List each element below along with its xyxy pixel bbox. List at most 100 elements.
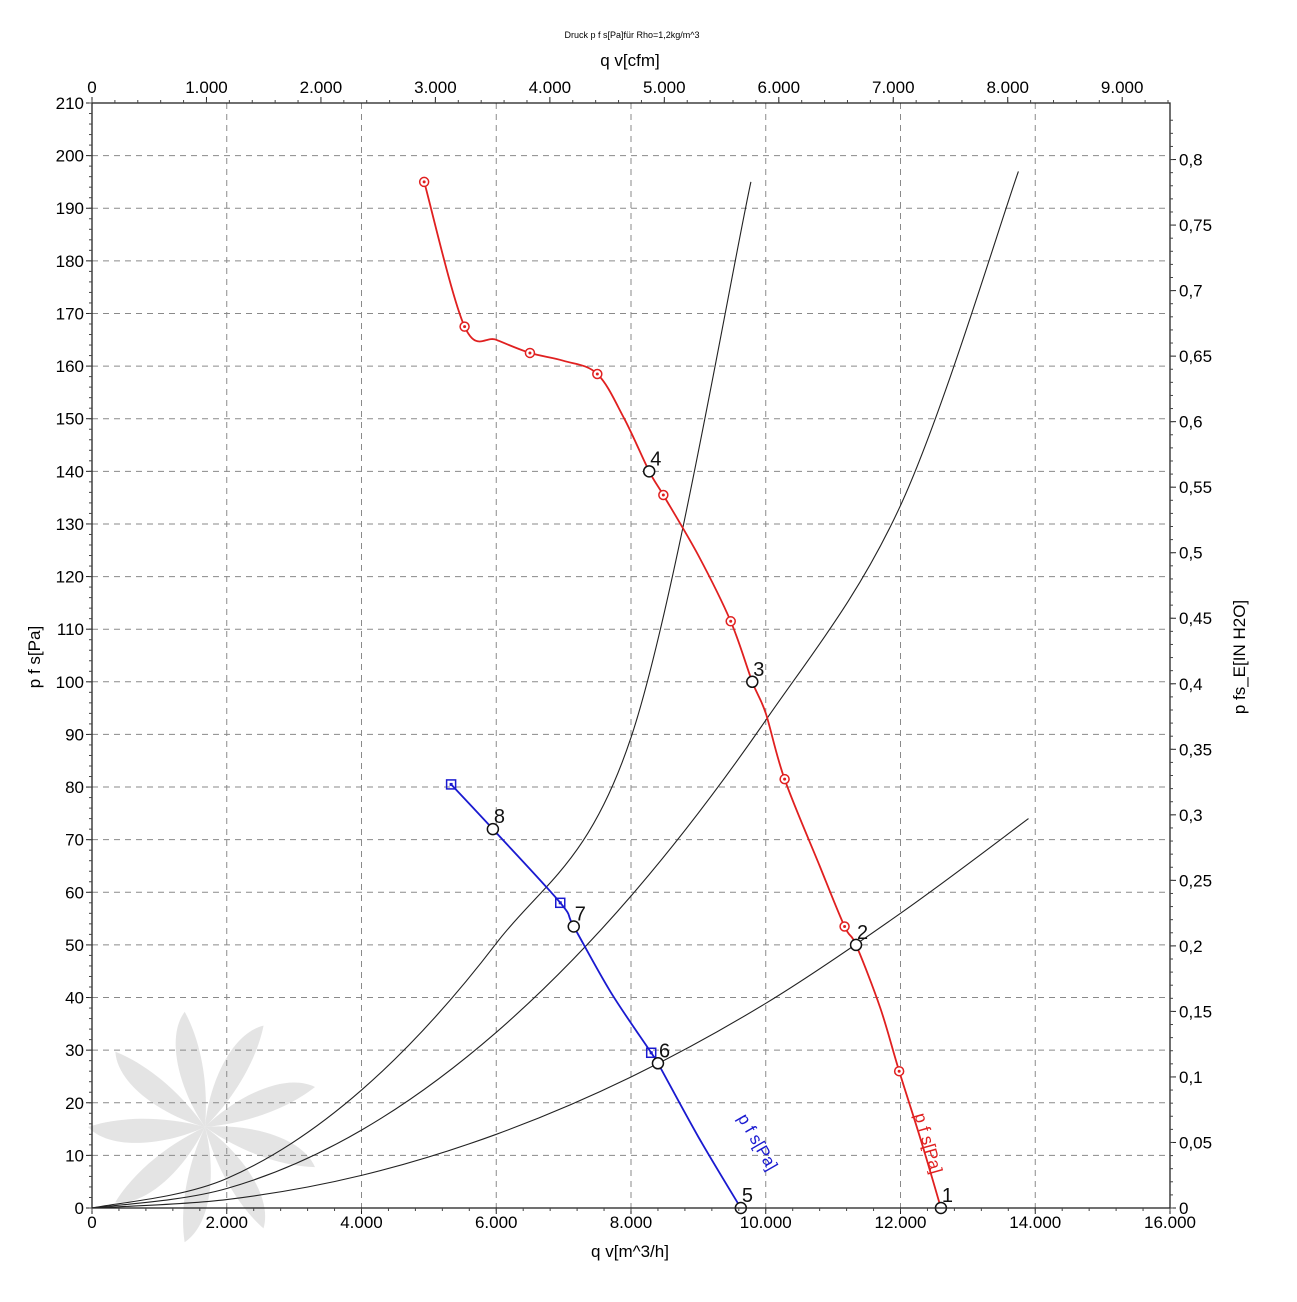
chart-title: Druck p f s[Pa]für Rho=1,2kg/m^3 bbox=[564, 30, 699, 40]
y-tick-label: 160 bbox=[56, 357, 84, 376]
operating-point-label: 6 bbox=[659, 1040, 670, 1062]
y2-tick-label: 0,3 bbox=[1179, 806, 1203, 825]
y2-tick-label: 0,1 bbox=[1179, 1068, 1203, 1087]
y-tick-label: 210 bbox=[56, 94, 84, 113]
y-tick-label: 190 bbox=[56, 199, 84, 218]
y-tick-label: 100 bbox=[56, 673, 84, 692]
x2-tick-label: 1.000 bbox=[185, 78, 228, 97]
watermark-fan-icon bbox=[87, 1011, 315, 1243]
operating-point-marker bbox=[486, 822, 500, 836]
x2-tick-label: 9.000 bbox=[1101, 78, 1144, 97]
x2-tick-label: 4.000 bbox=[529, 78, 572, 97]
fan-curves: p f s[Pa] p f s[Pa] bbox=[418, 176, 946, 1209]
y-tick-label: 90 bbox=[65, 725, 84, 744]
y-tick-label: 170 bbox=[56, 304, 84, 323]
x2-axis-title: q v[cfm] bbox=[600, 51, 660, 70]
x-tick-label: 8.000 bbox=[610, 1213, 653, 1232]
x-tick-label: 6.000 bbox=[475, 1213, 518, 1232]
x2-tick-label: 6.000 bbox=[758, 78, 801, 97]
series-marker-dot bbox=[595, 372, 599, 376]
y2-axis-title: p fs_E[IN H2O] bbox=[1230, 600, 1249, 714]
watermark-layer bbox=[87, 1011, 315, 1243]
y2-tick-label: 0 bbox=[1179, 1199, 1188, 1218]
series-line-1 bbox=[423, 181, 942, 1209]
operating-point-marker bbox=[849, 938, 863, 952]
series-marker-dot bbox=[422, 180, 426, 184]
x2-tick-label: 3.000 bbox=[414, 78, 457, 97]
operating-point-marker bbox=[746, 675, 759, 689]
y-tick-label: 110 bbox=[57, 620, 84, 639]
y-tick-label: 50 bbox=[65, 936, 84, 955]
system-curve-1 bbox=[91, 181, 752, 1209]
x2-tick-label: 5.000 bbox=[643, 78, 686, 97]
series-marker bbox=[555, 897, 566, 909]
series-marker-dot bbox=[449, 782, 453, 786]
y2-tick-label: 0,05 bbox=[1179, 1133, 1212, 1152]
series-label-red: p f s[Pa] bbox=[910, 1111, 945, 1176]
series-marker-dot bbox=[661, 493, 665, 497]
watermark-fan-blade bbox=[205, 1127, 266, 1229]
y2-tick-label: 0,4 bbox=[1179, 675, 1203, 694]
operating-point-label: 8 bbox=[494, 806, 505, 828]
x-tick-label: 12.000 bbox=[875, 1213, 927, 1232]
y2-tick-label: 0,45 bbox=[1179, 609, 1212, 628]
y2-tick-label: 0,65 bbox=[1179, 347, 1212, 366]
watermark-fan-blade bbox=[205, 1126, 315, 1168]
operating-point-marker bbox=[642, 465, 656, 478]
series-marker-dot bbox=[729, 619, 733, 623]
x2-tick-label: 2.000 bbox=[300, 78, 343, 97]
system-curve-3 bbox=[91, 818, 1029, 1209]
watermark-fan-blade bbox=[87, 1118, 205, 1143]
operating-point-label: 7 bbox=[575, 903, 586, 925]
x2-tick-label: 0 bbox=[87, 78, 96, 97]
operating-point-marker bbox=[651, 1057, 665, 1070]
y2-tick-label: 0,55 bbox=[1179, 478, 1212, 497]
x-tick-label: 2.000 bbox=[205, 1213, 248, 1232]
grid bbox=[92, 103, 1170, 1208]
series-marker-dot bbox=[897, 1069, 901, 1073]
series-marker-dot bbox=[463, 325, 467, 329]
y-tick-label: 120 bbox=[56, 568, 84, 587]
operating-point-label: 3 bbox=[753, 659, 764, 681]
x-tick-label: 14.000 bbox=[1009, 1213, 1061, 1232]
x-tick-label: 16.000 bbox=[1144, 1213, 1196, 1232]
y-tick-label: 30 bbox=[65, 1041, 84, 1060]
x-tick-label: 4.000 bbox=[340, 1213, 383, 1232]
system-curves bbox=[91, 171, 1029, 1209]
y-tick-label: 140 bbox=[56, 462, 84, 481]
watermark-fan-blade bbox=[115, 1051, 205, 1127]
y-tick-label: 70 bbox=[65, 831, 84, 850]
operating-point-label: 4 bbox=[650, 448, 661, 470]
y2-tick-label: 0,15 bbox=[1179, 1002, 1212, 1021]
series-marker-dot bbox=[528, 351, 532, 355]
y2-tick-label: 0,35 bbox=[1179, 740, 1212, 759]
y-tick-label: 10 bbox=[65, 1146, 84, 1165]
operating-points: 1 2 3 4 5 6 7 8 bbox=[486, 448, 953, 1215]
series-marker-dot bbox=[558, 901, 562, 905]
series-line-2 bbox=[450, 783, 742, 1209]
system-curve-2 bbox=[91, 171, 1019, 1209]
x-tick-label: 10.000 bbox=[740, 1213, 792, 1232]
series-marker-dot bbox=[843, 924, 847, 928]
series-marker-dot bbox=[649, 1051, 653, 1055]
operating-point-marker bbox=[567, 920, 580, 933]
x-tick-label: 0 bbox=[87, 1213, 96, 1232]
series-marker bbox=[445, 779, 457, 790]
operating-point-label: 5 bbox=[742, 1185, 753, 1207]
y2-tick-label: 0,7 bbox=[1179, 282, 1203, 301]
y-tick-label: 200 bbox=[56, 147, 84, 166]
watermark-fan-blade bbox=[175, 1011, 206, 1127]
y-tick-label: 180 bbox=[56, 252, 84, 271]
y2-tick-label: 0,75 bbox=[1179, 216, 1212, 235]
operating-point-label: 1 bbox=[942, 1185, 953, 1207]
y2-tick-label: 0,8 bbox=[1179, 151, 1203, 170]
y-tick-label: 40 bbox=[65, 989, 84, 1008]
y-axis-title: p f s[Pa] bbox=[25, 626, 44, 688]
y2-tick-label: 0,25 bbox=[1179, 871, 1212, 890]
operating-point-label: 2 bbox=[857, 922, 868, 944]
series-marker bbox=[645, 1047, 657, 1059]
watermark-fan-blade bbox=[205, 1025, 264, 1127]
x-axis-title: q v[m^3/h] bbox=[591, 1242, 669, 1261]
watermark-fan-blade bbox=[115, 1127, 205, 1203]
